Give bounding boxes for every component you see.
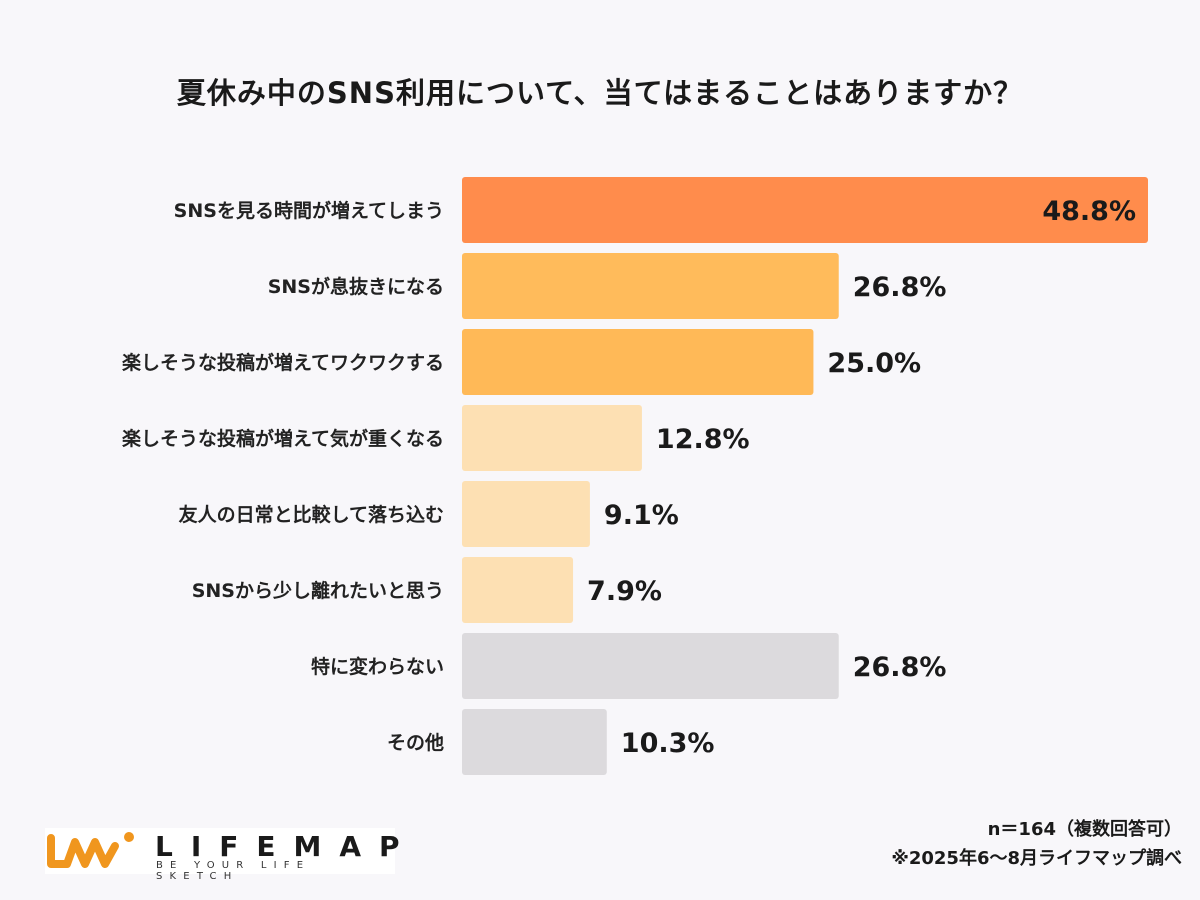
value-label: 26.8% xyxy=(853,652,947,683)
bar xyxy=(462,177,1148,243)
value-label: 25.0% xyxy=(827,348,921,379)
bar xyxy=(462,557,574,623)
category-label: SNSを見る時間が増えてしまう xyxy=(174,199,444,222)
bar xyxy=(462,253,839,319)
chart-title: 夏休み中のSNS利用について、当てはまることはありますか？ xyxy=(176,76,1024,110)
source-note: ※2025年6〜8月ライフマップ調べ xyxy=(891,848,1182,869)
value-label: 26.8% xyxy=(853,272,947,303)
bar xyxy=(462,709,607,775)
sample-size: n＝164（複数回答可） xyxy=(987,819,1182,840)
category-label: 楽しそうな投稿が増えてワクワクする xyxy=(122,351,444,374)
category-label: SNSが息抜きになる xyxy=(268,275,444,298)
category-label: 特に変わらない xyxy=(311,655,444,678)
value-label: 12.8% xyxy=(656,424,750,455)
lifemap-logo-mark-icon xyxy=(47,832,134,868)
bar xyxy=(462,329,814,395)
value-label: 48.8% xyxy=(1042,196,1136,227)
value-label: 9.1% xyxy=(604,500,679,531)
bar-chart: SNSを見る時間が増えてしまう 48.8% SNSが息抜きになる 26.8% 楽しそうな… xyxy=(122,177,1148,775)
bar xyxy=(462,405,642,471)
logo-tagline: BE YOUR LIFE SKETCH xyxy=(156,860,311,882)
category-label: 友人の日常と比較して落ち込む xyxy=(179,503,444,526)
value-label: 10.3% xyxy=(621,728,715,759)
logo-wordmark: LIFEMAP xyxy=(155,830,418,863)
bar xyxy=(462,633,839,699)
value-label: 7.9% xyxy=(587,576,662,607)
footer-note: n＝164（複数回答可） ※2025年6〜8月ライフマップ調べ xyxy=(891,815,1182,873)
bar xyxy=(462,481,590,547)
category-label: SNSから少し離れたいと思う xyxy=(192,579,444,602)
category-label: 楽しそうな投稿が増えて気が重くなる xyxy=(122,427,444,450)
category-label: その他 xyxy=(387,731,444,754)
lifemap-logo: LIFEMAP BE YOUR LIFE SKETCH xyxy=(45,828,400,882)
